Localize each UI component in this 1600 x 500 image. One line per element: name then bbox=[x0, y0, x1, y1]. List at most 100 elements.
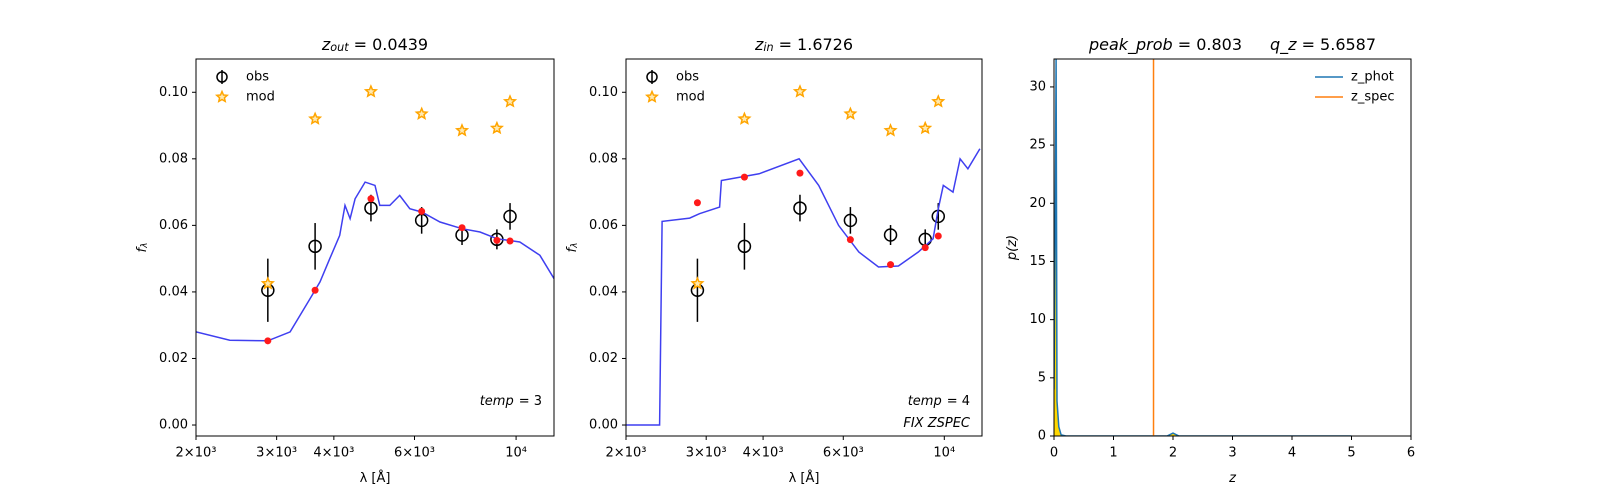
legend-label: z_spec bbox=[1351, 90, 1395, 105]
legend-label: mod bbox=[676, 90, 705, 105]
chart-title: zin = 1.6726 bbox=[754, 35, 853, 54]
model-star bbox=[489, 120, 504, 135]
model-point bbox=[796, 169, 804, 177]
x-axis-label: λ [Å] bbox=[789, 470, 820, 486]
y-axis-label-part: λ bbox=[570, 243, 580, 249]
model-point bbox=[846, 236, 854, 244]
y-axis-label: fλ bbox=[565, 243, 580, 253]
y-tick-label: 0.08 bbox=[159, 151, 188, 166]
panel: 2×10³ 3×10³ 4×10³ 6×10³ 10⁴ 0.00 0.02 0.04 0.06 0… bbox=[565, 35, 983, 486]
legend-label: mod bbox=[246, 90, 275, 105]
obs-point bbox=[793, 201, 807, 215]
chart-title-part: in bbox=[763, 41, 773, 54]
chart-title: zout = 0.0439 bbox=[321, 35, 428, 54]
y-tick-label: 0.10 bbox=[159, 85, 188, 100]
x-tick-label: 3×10³ bbox=[256, 446, 297, 461]
model-point bbox=[418, 207, 426, 215]
chart-title-part: q_z bbox=[1270, 35, 1297, 55]
model-star bbox=[918, 120, 933, 135]
model-star bbox=[931, 94, 946, 108]
model-star bbox=[843, 106, 858, 121]
y-tick-label: 25 bbox=[1029, 138, 1046, 153]
x-tick-label: 3×10³ bbox=[686, 446, 727, 461]
legend-label: obs bbox=[246, 70, 269, 85]
model-star bbox=[502, 94, 518, 108]
plot-area bbox=[1054, 59, 1352, 436]
annotation-part: = 4 bbox=[947, 394, 970, 409]
y-axis-label: fλ bbox=[135, 243, 150, 253]
model-point bbox=[367, 195, 375, 203]
model-star bbox=[454, 123, 470, 137]
axes-frame bbox=[1053, 58, 1412, 437]
x-tick-label: 4 bbox=[1288, 446, 1296, 461]
legend-label: obs bbox=[676, 70, 699, 85]
legend-label: z_phot bbox=[1351, 70, 1394, 85]
y-tick-label: 15 bbox=[1029, 254, 1046, 269]
x-tick-label: 1 bbox=[1109, 446, 1117, 461]
annotation-part: temp bbox=[480, 394, 514, 409]
y-tick-label: 0.06 bbox=[589, 218, 618, 233]
x-tick-label: 2 bbox=[1169, 446, 1177, 461]
panel: 2×10³ 3×10³ 4×10³ 6×10³ 10⁴ 0.00 0.02 0.04 0.06 0… bbox=[135, 35, 555, 486]
y-tick-label: 0.10 bbox=[589, 85, 618, 100]
annotation: FIX ZSPEC bbox=[903, 416, 971, 431]
legend-marker bbox=[646, 71, 658, 83]
y-axis-label-part: λ bbox=[140, 243, 150, 249]
annotation-part: = 3 bbox=[519, 394, 542, 409]
chart-title-part: out bbox=[330, 41, 349, 54]
obs-point bbox=[843, 213, 858, 228]
x-tick-label: 2×10³ bbox=[176, 446, 217, 461]
x-axis-label-part: z bbox=[1228, 471, 1237, 486]
model-point bbox=[693, 199, 701, 207]
chart-title-part: = 1.6726 bbox=[779, 35, 853, 54]
y-axis-label-part: f bbox=[565, 245, 580, 252]
obs-point bbox=[737, 239, 752, 254]
obs-point bbox=[503, 209, 517, 224]
chart-title-part: = 0.0439 bbox=[354, 35, 428, 54]
y-tick-label: 20 bbox=[1029, 196, 1046, 211]
model-point bbox=[311, 286, 319, 294]
model-point bbox=[740, 173, 748, 181]
model-star bbox=[792, 84, 808, 98]
x-tick-label: 5 bbox=[1347, 446, 1355, 461]
y-tick-label: 0.08 bbox=[589, 151, 618, 166]
annotation-part: temp bbox=[908, 394, 942, 409]
x-tick-label: 2×10³ bbox=[606, 446, 647, 461]
model-point bbox=[921, 244, 929, 252]
y-tick-label: 0.00 bbox=[589, 418, 618, 433]
line bbox=[1054, 59, 1352, 436]
model-star bbox=[363, 84, 379, 98]
y-tick-label: 5 bbox=[1038, 370, 1046, 385]
chart-title-part: = 5.6587 bbox=[1302, 35, 1376, 54]
y-tick-label: 0.02 bbox=[159, 351, 188, 366]
y-tick-label: 0.04 bbox=[159, 284, 188, 299]
annotation: temp = 3 bbox=[480, 394, 542, 409]
model-star bbox=[414, 106, 429, 121]
model-star bbox=[690, 276, 705, 290]
model-point bbox=[506, 237, 514, 245]
legend-marker bbox=[644, 89, 660, 103]
legend-marker bbox=[216, 71, 228, 83]
obs-point bbox=[308, 239, 322, 254]
y-axis-label-part: f bbox=[135, 245, 150, 252]
x-tick-label: 6×10³ bbox=[823, 446, 864, 461]
y-tick-label: 0.06 bbox=[159, 218, 188, 233]
y-tick-label: 0.04 bbox=[589, 284, 618, 299]
model-point bbox=[887, 261, 895, 269]
axes-frame bbox=[195, 58, 555, 437]
line bbox=[196, 181, 554, 342]
model-star bbox=[308, 111, 323, 125]
plot-area bbox=[196, 84, 554, 345]
x-axis-label: λ [Å] bbox=[360, 470, 391, 486]
y-axis-label: p(z) bbox=[1005, 235, 1020, 261]
chart-title-part: = 0.803 bbox=[1178, 35, 1242, 54]
chart-title-part: z bbox=[321, 35, 331, 54]
x-tick-label: 3 bbox=[1228, 446, 1236, 461]
chart-title-part: peak_prob bbox=[1088, 35, 1173, 55]
x-tick-label: 10⁴ bbox=[505, 446, 527, 461]
model-point bbox=[264, 337, 272, 345]
plot-area bbox=[626, 84, 981, 426]
x-tick-label: 4×10³ bbox=[313, 446, 354, 461]
x-axis-label: z bbox=[1228, 471, 1237, 486]
